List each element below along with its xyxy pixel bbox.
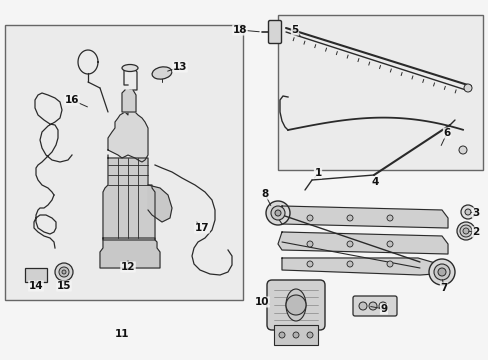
Circle shape	[306, 261, 312, 267]
Text: 14: 14	[29, 281, 43, 291]
Circle shape	[386, 215, 392, 221]
Circle shape	[279, 332, 285, 338]
Polygon shape	[278, 206, 447, 228]
Text: 18: 18	[232, 25, 247, 35]
Ellipse shape	[122, 64, 138, 72]
Text: 9: 9	[380, 304, 387, 314]
Circle shape	[368, 302, 376, 310]
Circle shape	[459, 225, 471, 237]
Circle shape	[433, 264, 449, 280]
Circle shape	[62, 270, 66, 274]
Circle shape	[346, 261, 352, 267]
Circle shape	[274, 210, 281, 216]
Text: 4: 4	[370, 177, 378, 187]
Text: 10: 10	[254, 297, 269, 307]
Circle shape	[55, 263, 73, 281]
Circle shape	[456, 222, 474, 240]
FancyBboxPatch shape	[268, 21, 281, 44]
Text: 16: 16	[64, 95, 79, 105]
Polygon shape	[108, 110, 148, 162]
Text: 13: 13	[172, 62, 187, 72]
Text: 8: 8	[261, 189, 268, 199]
Text: 2: 2	[471, 227, 479, 237]
Text: 11: 11	[115, 329, 129, 339]
Circle shape	[306, 215, 312, 221]
FancyBboxPatch shape	[352, 296, 396, 316]
Circle shape	[346, 215, 352, 221]
Circle shape	[464, 209, 470, 215]
Circle shape	[428, 259, 454, 285]
Bar	[25, 268, 47, 282]
Circle shape	[386, 261, 392, 267]
FancyBboxPatch shape	[266, 280, 325, 330]
Circle shape	[306, 332, 312, 338]
Circle shape	[386, 241, 392, 247]
Ellipse shape	[152, 67, 172, 79]
Circle shape	[463, 84, 471, 92]
Circle shape	[292, 332, 298, 338]
Text: 15: 15	[57, 281, 71, 291]
Circle shape	[358, 302, 366, 310]
Text: 17: 17	[194, 223, 209, 233]
Circle shape	[346, 241, 352, 247]
Bar	[278, 15, 482, 170]
Ellipse shape	[285, 289, 305, 321]
FancyBboxPatch shape	[273, 325, 317, 345]
Circle shape	[285, 295, 305, 315]
Text: 12: 12	[121, 262, 135, 272]
Circle shape	[460, 205, 474, 219]
Text: 5: 5	[291, 25, 298, 35]
Circle shape	[59, 267, 69, 277]
Polygon shape	[148, 185, 172, 222]
Circle shape	[437, 268, 445, 276]
Circle shape	[458, 146, 466, 154]
Text: 1: 1	[314, 168, 321, 178]
Text: 7: 7	[439, 283, 447, 293]
Polygon shape	[278, 232, 447, 254]
Polygon shape	[100, 238, 160, 268]
Text: 3: 3	[471, 208, 479, 218]
Bar	[5, 25, 243, 300]
Circle shape	[270, 206, 285, 220]
Circle shape	[378, 302, 386, 310]
Polygon shape	[103, 155, 155, 240]
Polygon shape	[122, 90, 136, 112]
Circle shape	[306, 241, 312, 247]
Circle shape	[265, 201, 289, 225]
Polygon shape	[282, 258, 447, 275]
Text: 6: 6	[443, 128, 450, 138]
Circle shape	[462, 228, 468, 234]
